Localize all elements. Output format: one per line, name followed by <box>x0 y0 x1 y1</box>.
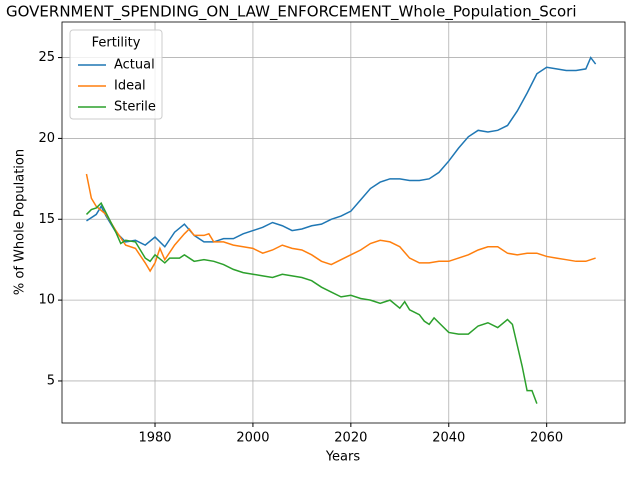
legend-box <box>69 29 163 120</box>
y-tick-label: 5 <box>47 373 55 388</box>
x-tick-label: 2000 <box>236 431 269 446</box>
legend-label: Sterile <box>114 100 156 115</box>
x-axis-label: Years <box>325 450 361 465</box>
legend-label: Actual <box>114 58 155 73</box>
y-tick-label: 20 <box>38 131 55 146</box>
y-tick-label: 15 <box>38 212 55 227</box>
line <box>85 201 538 404</box>
legend-title: Fertility <box>92 36 141 51</box>
y-tick-label: 25 <box>38 50 55 65</box>
x-tick-label: 2020 <box>334 431 367 446</box>
x-tick-label: 2060 <box>530 431 563 446</box>
line <box>85 173 596 273</box>
x-tick-label: 2040 <box>432 431 465 446</box>
y-axis-label: % of Whole Population <box>13 149 28 295</box>
plot-frame <box>61 21 626 424</box>
x-tick-label: 1980 <box>138 431 171 446</box>
chart-title: GOVERNMENT_SPENDING_ON_LAW_ENFORCEMENT_W… <box>6 3 577 22</box>
legend-label: Ideal <box>114 79 146 94</box>
y-tick-label: 10 <box>38 293 55 308</box>
line <box>86 56 597 248</box>
